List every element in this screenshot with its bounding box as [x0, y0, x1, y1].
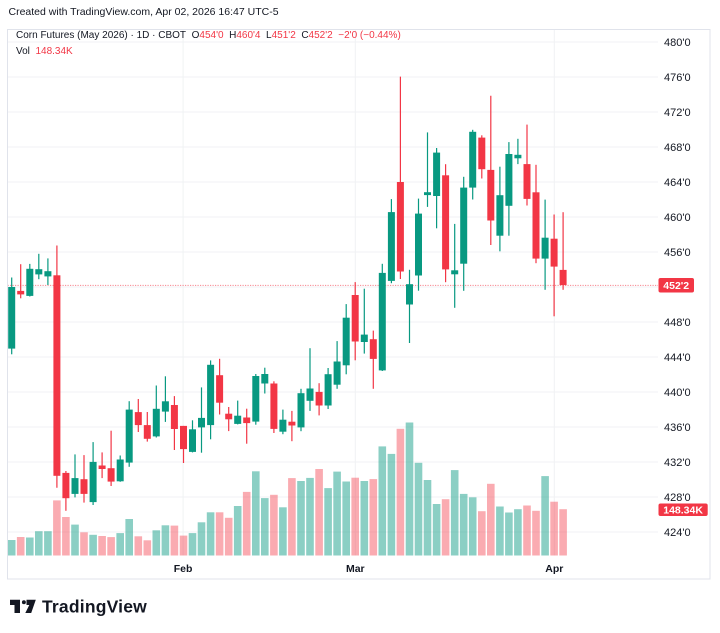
svg-text:Feb: Feb — [174, 563, 193, 575]
svg-text:148.34K: 148.34K — [663, 504, 703, 516]
svg-text:448'0: 448'0 — [664, 317, 691, 329]
svg-text:TradingView: TradingView — [42, 597, 147, 617]
svg-text:444'0: 444'0 — [664, 352, 691, 364]
svg-text:436'0: 436'0 — [664, 422, 691, 434]
svg-text:432'0: 432'0 — [664, 457, 691, 469]
svg-text:468'0: 468'0 — [664, 142, 691, 154]
svg-text:472'0: 472'0 — [664, 107, 691, 119]
svg-text:480'0: 480'0 — [664, 37, 691, 49]
svg-text:456'0: 456'0 — [664, 247, 691, 259]
svg-text:424'0: 424'0 — [664, 527, 691, 539]
svg-text:476'0: 476'0 — [664, 72, 691, 84]
svg-text:Mar: Mar — [346, 563, 365, 575]
svg-text:452'2: 452'2 — [663, 280, 689, 292]
svg-text:464'0: 464'0 — [664, 177, 691, 189]
svg-text:428'0: 428'0 — [664, 492, 691, 504]
svg-text:Apr: Apr — [545, 563, 563, 575]
svg-text:460'0: 460'0 — [664, 212, 691, 224]
svg-text:440'0: 440'0 — [664, 387, 691, 399]
